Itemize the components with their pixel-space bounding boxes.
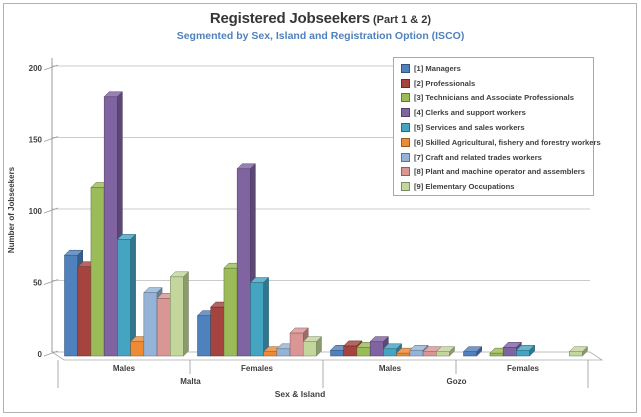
legend-color-swatch-icon (401, 78, 410, 88)
legend-item: [9] Elementary Occupations (394, 179, 593, 194)
legend-color-swatch-icon (401, 167, 410, 177)
legend-item: [4] Clerks and support workers (394, 105, 593, 120)
y-axis-tick (43, 279, 59, 285)
legend-color-swatch-icon (401, 93, 410, 103)
legend-item-label: [5] Services and sales workers (414, 123, 525, 133)
legend-item: [8] Plant and machine operator and assem… (394, 165, 593, 180)
legend-item-label: [3] Technicians and Associate Profession… (414, 93, 574, 103)
legend-color-swatch-icon (401, 63, 410, 73)
legend-color-swatch-icon (401, 123, 410, 133)
y-axis-tick (43, 350, 59, 357)
y-tick-label: 100 (29, 207, 43, 216)
chart-legend: [1] Managers [2] Professionals [3] Technic… (393, 57, 601, 196)
sex-label: Males (379, 364, 402, 373)
legend-item-label: [4] Clerks and support workers (414, 108, 526, 118)
bar (249, 276, 270, 357)
legend-color-swatch-icon (401, 108, 410, 118)
legend-color-swatch-icon (401, 182, 410, 192)
chart-subtitle: Segmented by Sex, Island and Registratio… (176, 30, 465, 43)
legend-item-label: [2] Professionals (414, 78, 476, 88)
legend-item-label: [1] Managers (414, 63, 461, 73)
y-axis-tick (43, 64, 59, 71)
legend-item-label: [8] Plant and machine operator and assem… (414, 167, 585, 177)
y-axis-tick (43, 136, 59, 142)
chart-title-line: Registered Jobseekers (Part 1 & 2) (0, 9, 641, 28)
legend-color-swatch-icon (401, 137, 410, 147)
x-axis-title: Sex & Island (275, 389, 326, 399)
y-tick-label: 50 (33, 279, 42, 288)
legend-item: [6] Skilled Agricultural, fishery and fo… (394, 135, 601, 150)
bar (462, 346, 483, 357)
legend-item: [1] Managers (394, 61, 593, 76)
legend-color-swatch-icon (401, 152, 410, 162)
sex-label: Females (241, 364, 274, 373)
y-tick-label: 150 (29, 136, 43, 145)
y-tick-label: 0 (38, 350, 43, 359)
bar (515, 344, 536, 357)
chart-title: Registered Jobseekers (209, 10, 370, 27)
legend-item-label: [7] Craft and related trades workers (414, 152, 542, 162)
bar (568, 346, 589, 357)
legend-item-label: [9] Elementary Occupations (414, 182, 515, 192)
sex-label: Males (113, 364, 136, 373)
island-label: Malta (180, 377, 201, 386)
bar (116, 233, 137, 357)
bar (302, 335, 323, 357)
y-tick-label: 200 (29, 64, 43, 73)
chart-header: Registered Jobseekers (Part 1 & 2) Segme… (0, 9, 641, 43)
bar (435, 346, 456, 357)
sex-label: Females (507, 364, 540, 373)
y-axis-title: Number of Jobseekers (7, 166, 16, 253)
legend-item: [3] Technicians and Associate Profession… (394, 91, 593, 106)
legend-item: [5] Services and sales workers (394, 120, 593, 135)
island-label: Gozo (447, 377, 467, 386)
y-axis-tick (43, 207, 59, 214)
legend-item: [7] Craft and related trades workers (394, 150, 593, 165)
legend-item-label: [6] Skilled Agricultural, fishery and fo… (414, 137, 601, 147)
bar (169, 271, 190, 357)
chart-title-part: (Part 1 & 2) (369, 14, 432, 26)
legend-item: [2] Professionals (394, 76, 593, 91)
